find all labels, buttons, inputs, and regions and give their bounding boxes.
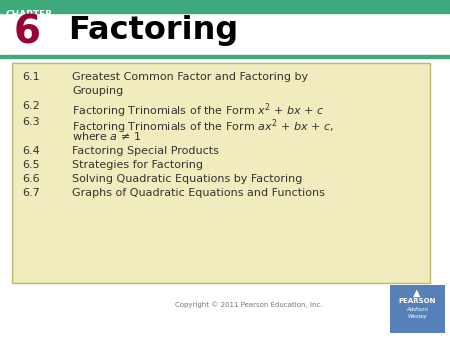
Text: Grouping: Grouping bbox=[72, 86, 123, 96]
Text: Factoring Trinomials of the Form $x^2$ + $bx$ + $c$: Factoring Trinomials of the Form $x^2$ +… bbox=[72, 101, 324, 120]
Text: 6.1: 6.1 bbox=[22, 72, 40, 82]
Text: Factoring Trinomials of the Form $ax^2$ + $bx$ + $c$,: Factoring Trinomials of the Form $ax^2$ … bbox=[72, 117, 333, 136]
FancyBboxPatch shape bbox=[390, 285, 445, 333]
Text: Strategies for Factoring: Strategies for Factoring bbox=[72, 160, 203, 170]
Bar bbox=[0, 55, 450, 57]
Text: 6: 6 bbox=[14, 14, 41, 52]
Text: Greatest Common Factor and Factoring by: Greatest Common Factor and Factoring by bbox=[72, 72, 308, 82]
Text: PEARSON: PEARSON bbox=[398, 298, 436, 304]
Text: 6.7: 6.7 bbox=[22, 188, 40, 198]
Text: 6.5: 6.5 bbox=[22, 160, 40, 170]
Bar bbox=[0, 0, 450, 13]
Text: Solving Quadratic Equations by Factoring: Solving Quadratic Equations by Factoring bbox=[72, 174, 302, 184]
Text: 6.6: 6.6 bbox=[22, 174, 40, 184]
Text: Addison: Addison bbox=[406, 307, 428, 312]
Text: Copyright © 2011 Pearson Education, Inc.: Copyright © 2011 Pearson Education, Inc. bbox=[175, 301, 323, 308]
Text: ▲: ▲ bbox=[413, 288, 421, 298]
Text: 6.2: 6.2 bbox=[22, 101, 40, 111]
FancyBboxPatch shape bbox=[12, 63, 430, 283]
Text: 6.3: 6.3 bbox=[22, 117, 40, 127]
Text: Factoring Special Products: Factoring Special Products bbox=[72, 146, 219, 156]
Text: where $a$ ≠ 1: where $a$ ≠ 1 bbox=[72, 130, 141, 143]
Text: Factoring: Factoring bbox=[68, 15, 238, 46]
Text: Wesley: Wesley bbox=[407, 314, 427, 319]
Text: CHAPTER: CHAPTER bbox=[6, 10, 53, 19]
Text: Graphs of Quadratic Equations and Functions: Graphs of Quadratic Equations and Functi… bbox=[72, 188, 325, 198]
Text: 6.4: 6.4 bbox=[22, 146, 40, 156]
